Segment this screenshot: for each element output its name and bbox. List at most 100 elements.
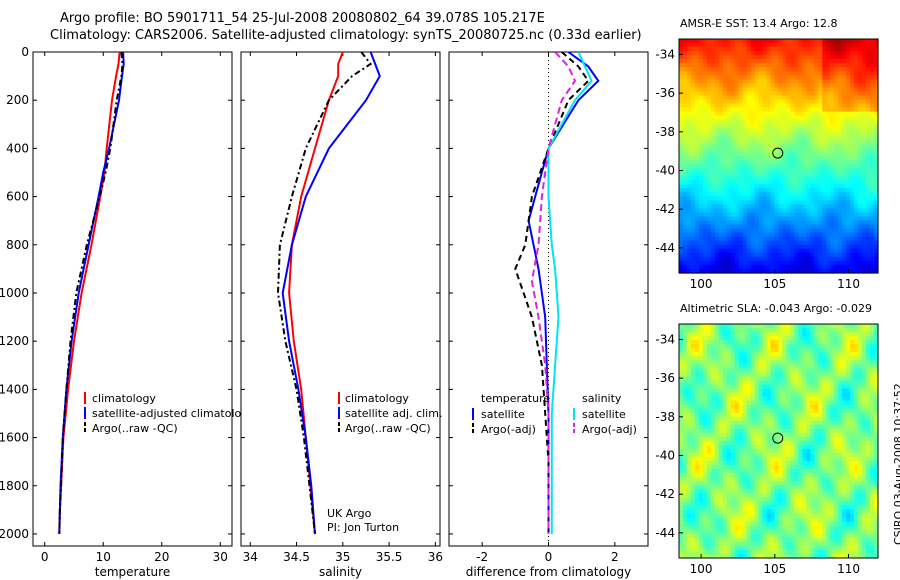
sla-cell [706, 469, 712, 474]
sst-cell [722, 79, 728, 84]
sst-cell [734, 208, 740, 214]
sla-cell [814, 340, 819, 345]
sst-cell [842, 200, 847, 206]
sla-cell [854, 336, 859, 341]
sla-cell [834, 396, 839, 402]
sst-cell [734, 196, 740, 201]
sst-cell [734, 99, 740, 105]
sst-cell [806, 151, 811, 157]
sla-cell [810, 436, 815, 442]
sla-cell [738, 340, 744, 345]
sst-cell [734, 79, 740, 84]
sla-cell [762, 441, 768, 446]
sst-cell [734, 180, 740, 185]
sla-cell [778, 336, 784, 341]
sst-cell [762, 216, 768, 222]
sla-cell [746, 396, 752, 402]
sst-cell [706, 107, 712, 113]
sla-cell [798, 348, 803, 353]
sla-cell [754, 420, 760, 426]
sst-cell [798, 87, 803, 93]
sst-cell [794, 151, 799, 157]
sst-cell [854, 135, 859, 141]
sla-cell [826, 384, 831, 390]
sla-cell [754, 424, 760, 430]
sst-cell [810, 252, 815, 258]
sla-cell [814, 376, 819, 382]
sst-cell [718, 244, 724, 250]
sst-cell [822, 135, 827, 141]
sla-cell [742, 436, 748, 442]
temp-ytick-label: 800 [6, 238, 29, 252]
sst-cell [722, 47, 728, 52]
sst-cell [702, 103, 708, 109]
sst-cell [742, 55, 748, 60]
sla-cell [714, 396, 720, 402]
sst-cell [790, 168, 796, 173]
sst-cell [866, 180, 871, 185]
sla-cell [714, 424, 720, 430]
sst-cell [702, 139, 708, 145]
sla-cell [838, 336, 843, 341]
sst-ytick-label: -40 [655, 164, 675, 178]
sst-cell [679, 63, 684, 68]
sst-cell [862, 160, 867, 165]
sla-cell [858, 412, 863, 418]
sst-cell [766, 192, 772, 197]
sst-cell [814, 99, 819, 105]
sst-cell [790, 232, 796, 238]
sla-cell [798, 465, 803, 470]
sla-cell [714, 376, 720, 382]
sla-cell [718, 352, 724, 357]
sst-cell [834, 244, 839, 250]
sla-cell [814, 324, 819, 329]
sla-cell [822, 348, 827, 353]
sst-cell [750, 208, 756, 214]
sla-cell [806, 360, 811, 365]
sst-cell [846, 151, 851, 157]
sst-cell [710, 236, 716, 242]
sst-cell [746, 87, 752, 93]
sst-cell [810, 51, 815, 56]
sst-cell [854, 63, 859, 68]
sst-cell [726, 220, 732, 226]
sst-cell [686, 244, 692, 250]
sst-cell [774, 123, 780, 129]
sla-cell [874, 392, 879, 398]
sla-cell [826, 368, 831, 374]
sla-cell [746, 392, 752, 398]
sla-cell [679, 416, 684, 422]
sst-cell [850, 99, 855, 105]
sst-cell [850, 260, 855, 266]
sst-cell [790, 139, 796, 145]
sst-cell [722, 95, 728, 101]
sst-cell [774, 240, 780, 246]
sst-cell [770, 115, 776, 121]
sst-cell [862, 268, 867, 274]
sst-cell [698, 208, 704, 214]
sla-cell [778, 420, 784, 426]
sla-cell [862, 420, 867, 426]
sst-cell [862, 67, 867, 72]
sst-cell [694, 75, 700, 80]
sst-cell [854, 240, 859, 246]
sst-cell [730, 228, 736, 234]
sla-cell [838, 404, 843, 410]
sst-cell [698, 244, 704, 250]
sst-cell [702, 220, 708, 226]
sla-cell [810, 396, 815, 402]
sst-cell [786, 208, 792, 214]
sla-cell [714, 436, 720, 442]
sla-cell [710, 344, 716, 349]
sst-cell [762, 83, 768, 89]
sla-cell [742, 449, 748, 454]
sla-cell [870, 436, 875, 442]
sst-cell [762, 51, 768, 56]
sst-cell [842, 192, 847, 197]
sla-cell [830, 441, 835, 446]
sst-cell [862, 51, 867, 56]
sla-cell [858, 445, 863, 450]
sst-cell [774, 192, 780, 197]
sst-cell [790, 83, 796, 89]
sla-cell [818, 324, 823, 329]
